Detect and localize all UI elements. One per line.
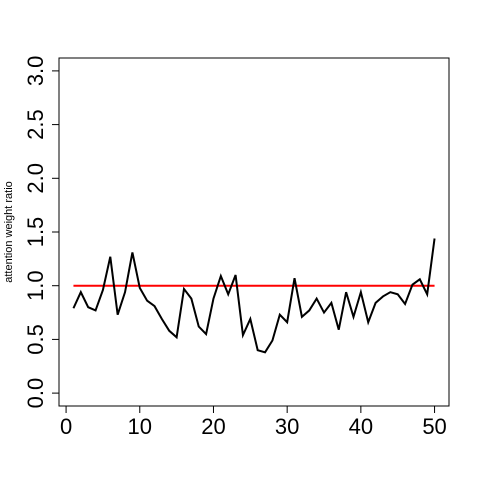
y-tick-label: 1.0: [23, 270, 48, 301]
x-tick-label: 20: [201, 414, 225, 439]
x-tick-label: 40: [349, 414, 373, 439]
x-tick-label: 0: [60, 414, 72, 439]
y-axis-label: attention weight ratio: [3, 181, 15, 283]
x-tick-label: 50: [422, 414, 446, 439]
y-tick-label: 1.5: [23, 217, 48, 248]
x-tick-label: 10: [128, 414, 152, 439]
plot-frame: [58, 57, 450, 407]
y-tick-label: 3.0: [23, 56, 48, 87]
data-line: [72, 238, 436, 354]
y-tick-label: 2.0: [23, 163, 48, 194]
y-tick-label: 0.5: [23, 324, 48, 355]
y-tick-label: 0.0: [23, 378, 48, 409]
x-tick-label: 30: [275, 414, 299, 439]
y-tick-label: 2.5: [23, 109, 48, 140]
